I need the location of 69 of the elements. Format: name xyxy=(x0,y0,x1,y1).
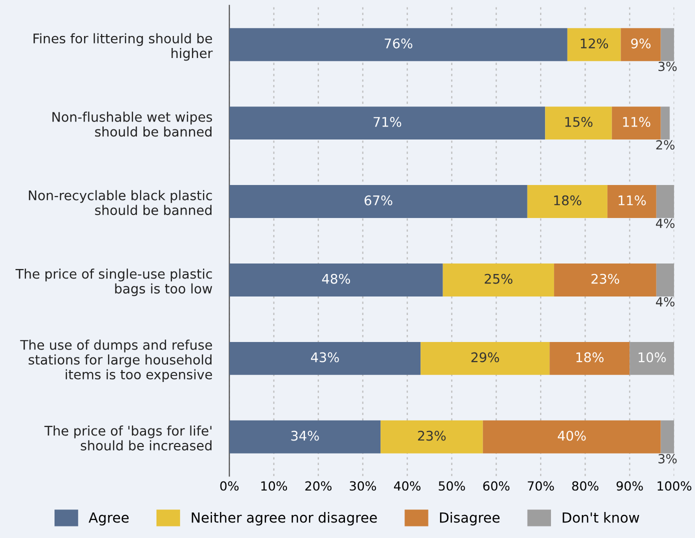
data-label: 4% xyxy=(656,218,674,228)
x-tick-label: 0% xyxy=(220,481,239,491)
data-label: 34% xyxy=(291,430,319,441)
x-tick-label: 60% xyxy=(483,481,510,491)
x-tick-label: 80% xyxy=(572,481,598,491)
legend-label: Agree xyxy=(88,512,129,526)
data-label: 10% xyxy=(638,352,666,362)
bar xyxy=(620,28,661,62)
bar xyxy=(229,342,421,375)
bar xyxy=(229,185,528,218)
bar xyxy=(550,342,630,375)
bar xyxy=(482,420,661,454)
y-tick-label: Non-flushable wet wipes should be banned xyxy=(52,112,212,137)
bar xyxy=(229,106,546,140)
data-label: 15% xyxy=(565,116,592,127)
x-tick-label: 40% xyxy=(394,481,420,491)
bar xyxy=(554,264,656,296)
data-label: 11% xyxy=(623,116,650,127)
data-label: 43% xyxy=(310,352,339,362)
data-label: 67% xyxy=(364,195,392,206)
x-tick-label: 30% xyxy=(350,481,376,491)
bar xyxy=(660,28,674,62)
data-label: 23% xyxy=(592,274,620,284)
bar xyxy=(229,28,568,62)
data-label: 12% xyxy=(580,38,608,48)
bar xyxy=(545,106,612,140)
data-label: 29% xyxy=(471,352,500,362)
bar xyxy=(660,106,670,140)
bar xyxy=(442,264,554,296)
data-label: 23% xyxy=(418,430,446,441)
bar xyxy=(612,106,661,140)
bar xyxy=(420,342,550,375)
bar xyxy=(229,264,443,296)
bar xyxy=(229,420,381,454)
x-tick-label: 100% xyxy=(658,481,692,491)
data-label: 3% xyxy=(658,454,677,464)
y-tick-label: Fines for littering should be higher xyxy=(34,33,213,61)
data-label: 71% xyxy=(374,116,402,127)
bar xyxy=(567,28,621,62)
data-label: 3% xyxy=(658,62,677,72)
bar xyxy=(527,185,608,218)
data-label: 18% xyxy=(554,195,582,206)
y-tick-label: The price of single-use plastic bags is too low xyxy=(16,268,212,296)
data-label: 4% xyxy=(656,297,674,307)
x-tick-label: 20% xyxy=(305,481,332,491)
bar xyxy=(380,420,483,454)
data-label: 25% xyxy=(484,274,512,284)
data-label: 2% xyxy=(656,140,674,150)
x-tick-label: 10% xyxy=(261,481,288,491)
legend-label: Neither agree nor disagree xyxy=(192,512,377,526)
legend-label: Don't know xyxy=(562,512,640,523)
legend-label: Disagree xyxy=(440,512,500,526)
x-tick-label: 70% xyxy=(528,481,554,491)
bar xyxy=(656,185,674,218)
bar xyxy=(656,264,674,296)
data-label: 48% xyxy=(322,274,350,284)
data-label: 40% xyxy=(558,430,586,441)
bar xyxy=(660,420,674,454)
data-label: 76% xyxy=(384,38,412,48)
y-tick-label: The price of 'bags for life' should be increased xyxy=(44,426,212,450)
data-label: 11% xyxy=(618,195,646,206)
data-label: 18% xyxy=(576,352,604,362)
data-label: 9% xyxy=(631,38,651,48)
x-tick-label: 90% xyxy=(616,481,643,491)
bar xyxy=(630,342,674,375)
y-tick-label: Non-recyclable black plastic should be banned xyxy=(28,190,212,216)
bar xyxy=(607,185,656,218)
y-tick-label: The use of dumps and refuse stations for large household items is too expensive xyxy=(20,340,212,382)
x-tick-label: 50% xyxy=(438,481,465,491)
